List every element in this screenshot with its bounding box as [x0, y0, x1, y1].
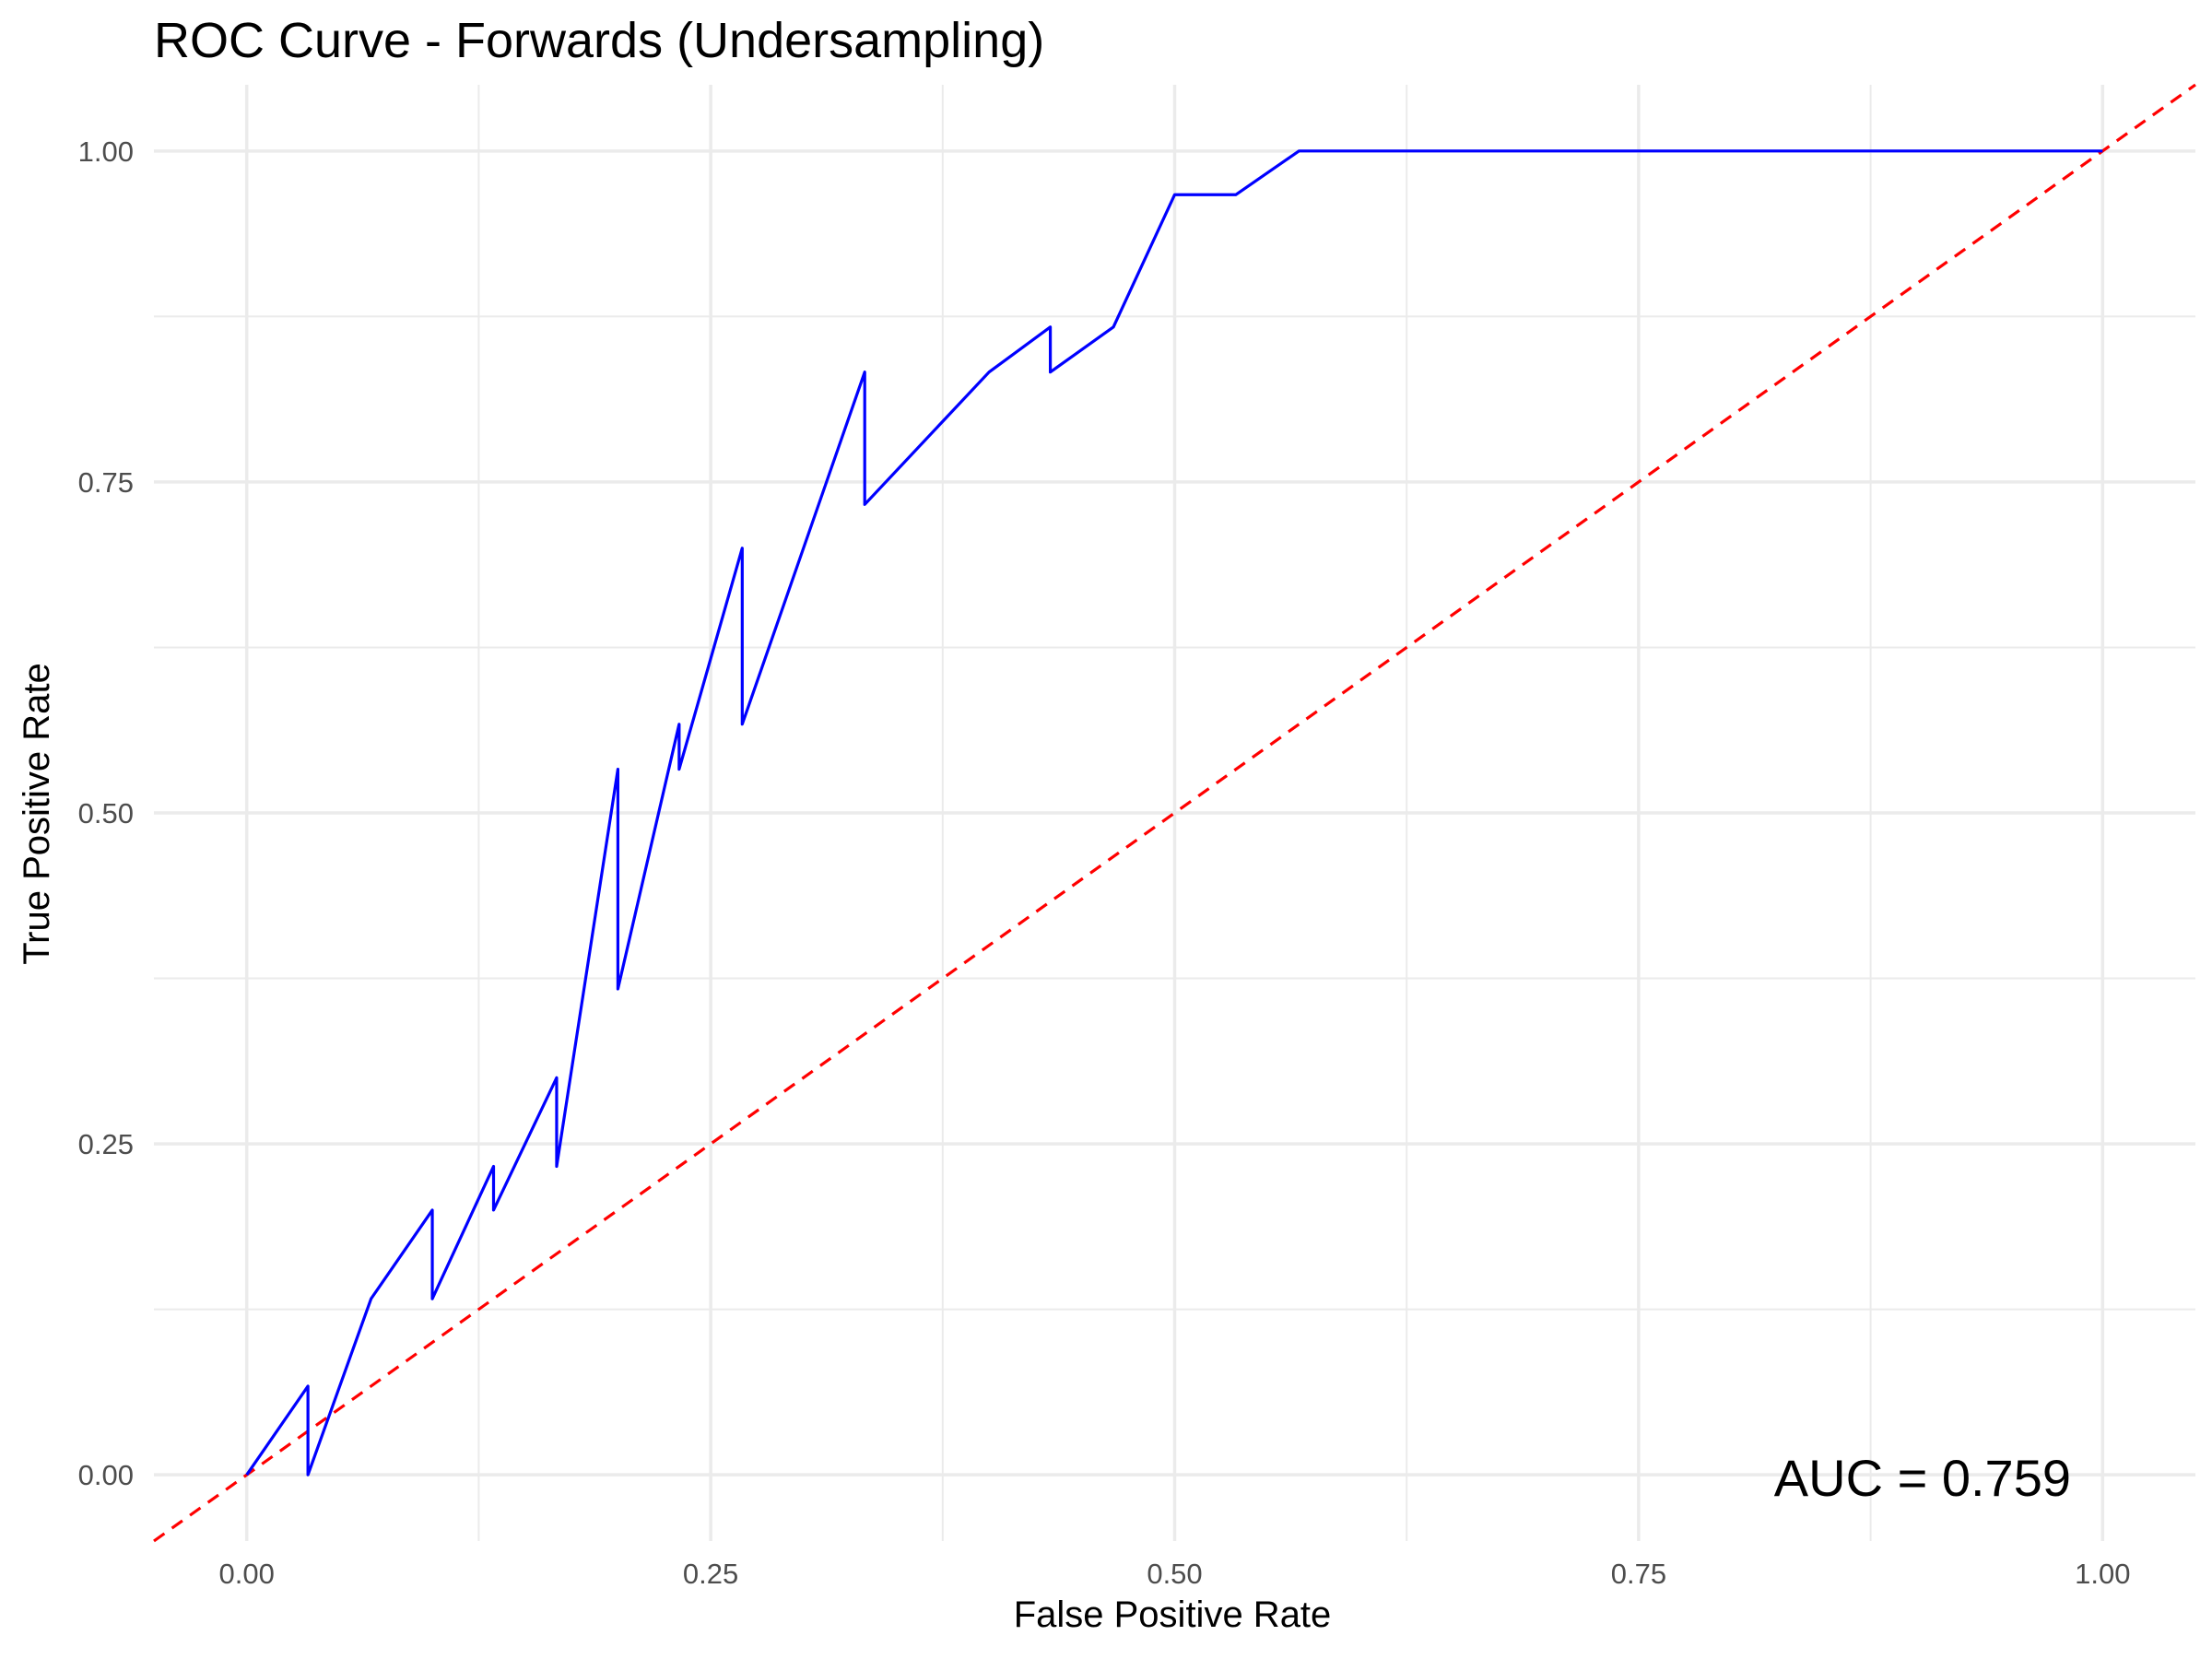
x-tick-label: 0.75 [1611, 1558, 1666, 1590]
y-tick-label: 0.25 [78, 1128, 134, 1160]
x-axis-ticks: 0.00 0.25 0.50 0.75 1.00 [219, 1558, 2131, 1590]
x-tick-label: 0.00 [219, 1558, 275, 1590]
chart-title: ROC Curve - Forwards (Undersampling) [154, 13, 1044, 68]
major-gridlines [154, 85, 2195, 1541]
series-layer [153, 83, 2196, 1543]
y-tick-label: 1.00 [78, 135, 134, 168]
reference-diagonal-line [153, 83, 2196, 1543]
x-tick-label: 1.00 [2075, 1558, 2130, 1590]
x-tick-label: 0.50 [1147, 1558, 1202, 1590]
auc-annotation: AUC = 0.759 [1774, 1449, 2071, 1507]
roc-curve-line [245, 149, 2103, 1477]
x-axis-title: False Positive Rate [1014, 1594, 1332, 1635]
x-tick-label: 0.25 [683, 1558, 738, 1590]
y-axis-ticks: 0.00 0.25 0.50 0.75 1.00 [78, 135, 134, 1491]
y-axis-title: True Positive Rate [17, 663, 57, 965]
y-tick-label: 0.50 [78, 797, 134, 830]
y-tick-label: 0.00 [78, 1459, 134, 1491]
y-tick-label: 0.75 [78, 466, 134, 499]
